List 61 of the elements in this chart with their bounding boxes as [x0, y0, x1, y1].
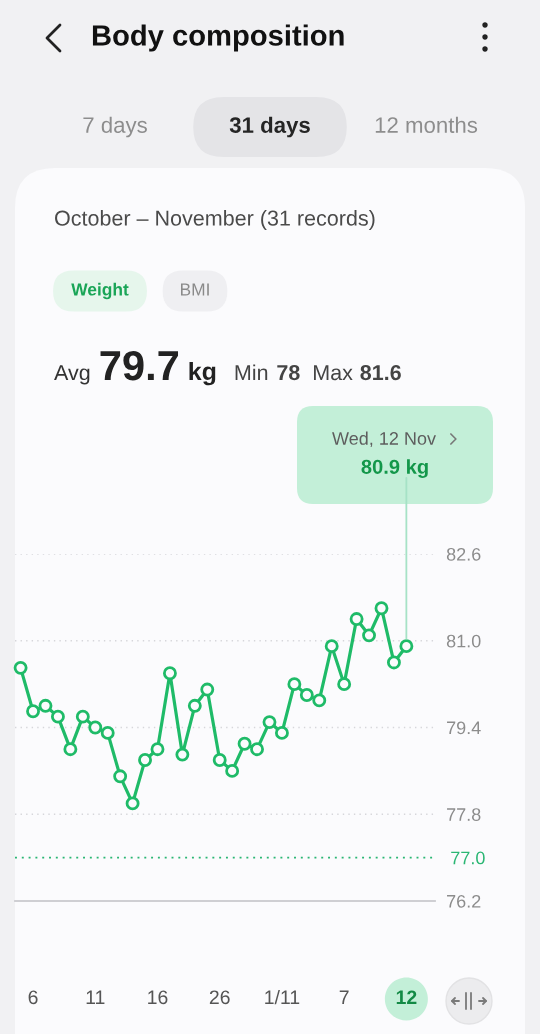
point: [88, 720, 103, 735]
point: [63, 742, 78, 757]
point: [324, 639, 339, 654]
text: Weight: [71, 282, 129, 300]
point: [75, 709, 90, 724]
point: [374, 601, 389, 616]
point: [337, 677, 352, 692]
point: [150, 742, 165, 757]
point: [262, 715, 277, 730]
text: BMI: [180, 283, 209, 296]
point: [362, 628, 376, 643]
point: [212, 753, 227, 767]
x-tick-label: 16: [148, 990, 168, 1005]
chart-subtitle: October – November (31 records): [55, 209, 375, 231]
ref-line-label: 77.0: [451, 851, 485, 865]
point: [100, 725, 115, 740]
text: 31 days: [229, 116, 310, 138]
text: Wed, 12 Nov: [332, 431, 436, 447]
text: 81.6: [360, 364, 401, 381]
point: [50, 709, 65, 724]
x-tick-label: 26: [209, 990, 230, 1005]
text: 78: [277, 364, 300, 381]
point: [113, 769, 128, 784]
text: 7 days: [83, 116, 147, 138]
point: [399, 639, 414, 654]
x-tick-label: 1/11: [265, 989, 300, 1005]
point: [175, 747, 190, 762]
point: [26, 704, 40, 719]
chart-title: Body composition: [92, 24, 344, 52]
text: 79.7: [100, 350, 179, 381]
point: [386, 655, 401, 670]
point: [237, 736, 252, 751]
text: kg: [189, 361, 216, 386]
point: [38, 698, 53, 713]
text: 12 months: [375, 116, 478, 133]
point: [138, 753, 152, 767]
text: Max: [314, 365, 353, 381]
point: [250, 742, 264, 757]
y-tick-label: 82.6: [446, 547, 481, 561]
x-tick-label: 7: [339, 990, 349, 1004]
point: [187, 698, 202, 713]
point: [349, 612, 364, 627]
y-tick-label: 77.8: [447, 808, 481, 821]
text: Min: [235, 364, 268, 380]
point: [13, 660, 28, 675]
y-tick-label: 79.4: [447, 721, 481, 735]
annotation: 80.9 kg: [361, 459, 428, 478]
point: [274, 725, 289, 740]
x-tick-label: 11: [86, 990, 105, 1004]
point: [225, 763, 240, 778]
point: [200, 682, 215, 697]
x-tick-label: 6: [28, 990, 38, 1005]
y-tick-label: 81.0: [446, 634, 481, 648]
point: [299, 688, 314, 702]
point: [162, 666, 177, 681]
point: [125, 796, 140, 811]
text: Avg: [54, 365, 90, 385]
point: [287, 677, 302, 692]
point: [312, 693, 327, 708]
y-tick-label: 76.2: [447, 894, 481, 908]
x-tick-label: 12: [396, 990, 417, 1004]
